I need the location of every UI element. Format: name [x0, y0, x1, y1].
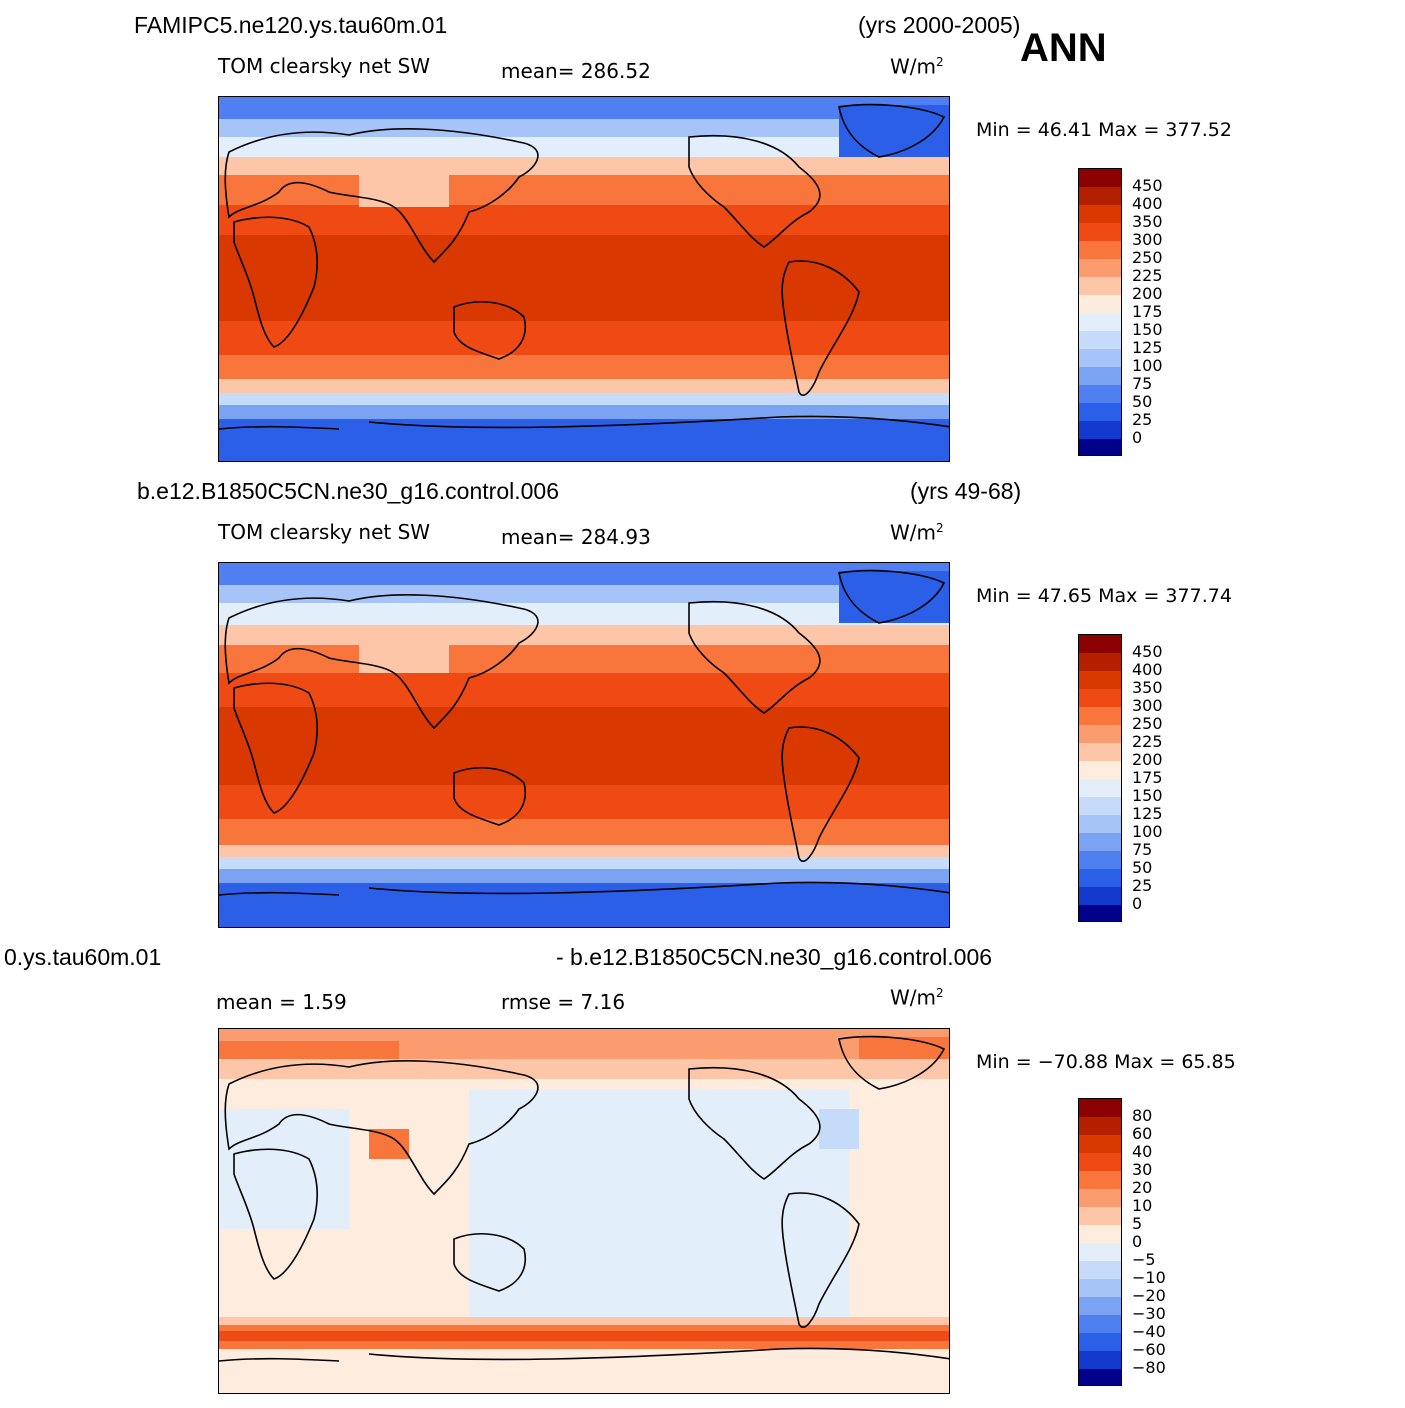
- panel2-colorbar-label: 125: [1132, 804, 1163, 823]
- panel1-units: W/m2: [890, 54, 944, 79]
- panel1-map: [218, 96, 950, 462]
- panel1-colorbar-label: 300: [1132, 230, 1163, 249]
- panel2-colorbar-label: 175: [1132, 768, 1163, 787]
- panel1-mean: mean= 286.52: [501, 59, 651, 83]
- panel3-colorbar-label: −20: [1132, 1286, 1166, 1305]
- panel2-mean: mean= 284.93: [501, 525, 651, 549]
- panel1-case-name: FAMIPC5.ne120.ys.tau60m.01: [134, 12, 448, 38]
- panel3-colorbar-label: 0: [1132, 1232, 1143, 1251]
- panel2-map: [218, 562, 950, 928]
- panel3-colorbar-label: 20: [1132, 1178, 1153, 1197]
- panel3-rmse: rmse = 7.16: [501, 990, 626, 1014]
- panel1-colorbar-label: 175: [1132, 302, 1163, 321]
- panel3-map: [218, 1028, 950, 1394]
- panel3-units: W/m2: [890, 985, 944, 1010]
- panel2-colorbar-label: 350: [1132, 678, 1163, 697]
- panel2-colorbar-label: 250: [1132, 714, 1163, 733]
- panel3-colorbar-label: 80: [1132, 1106, 1153, 1125]
- panel2-colorbar-label: 0: [1132, 894, 1143, 913]
- panel3-colorbar-label: 5: [1132, 1214, 1143, 1233]
- panel1-colorbar-label: 200: [1132, 284, 1163, 303]
- panel2-minmax: Min = 47.65 Max = 377.74: [976, 585, 1232, 607]
- panel3-mean: mean = 1.59: [216, 990, 347, 1014]
- season-label: ANN: [1020, 26, 1107, 70]
- panel2-variable: TOM clearsky net SW: [218, 520, 431, 544]
- panel3-field-bands: [219, 1029, 949, 1393]
- panel1-colorbar-label: 150: [1132, 320, 1163, 339]
- panel2-colorbar-label: 225: [1132, 732, 1163, 751]
- panel1-colorbar-label: 400: [1132, 194, 1163, 213]
- panel2-colorbar-label: 450: [1132, 642, 1163, 661]
- panel1-colorbar-label: 250: [1132, 248, 1163, 267]
- panel3-colorbar-label: 40: [1132, 1142, 1153, 1161]
- panel2-colorbar-label: 50: [1132, 858, 1153, 877]
- panel2-colorbar-label: 200: [1132, 750, 1163, 769]
- panel1-colorbar-label: 25: [1132, 410, 1153, 429]
- panel3-diff-label: - b.e12.B1850C5CN.ne30_g16.control.006: [556, 944, 993, 970]
- panel2-years: (yrs 49-68): [910, 478, 1022, 504]
- panel3-colorbar-label: −5: [1132, 1250, 1156, 1269]
- panel1-variable: TOM clearsky net SW: [218, 54, 431, 78]
- panel3-map-svg: [219, 1029, 949, 1393]
- panel3-colorbar: [1078, 1098, 1122, 1386]
- panel2-map-svg: [219, 563, 949, 927]
- panel2-colorbar-label: 75: [1132, 840, 1153, 859]
- panel1-colorbar-label: 225: [1132, 266, 1163, 285]
- panel3-colorbar-label: −80: [1132, 1358, 1166, 1377]
- panel2-coastlines: [219, 569, 949, 896]
- panel1-colorbar-label: 125: [1132, 338, 1163, 357]
- panel1-colorbar-label: 0: [1132, 428, 1143, 447]
- panel3-colorbar-label: 30: [1132, 1160, 1153, 1179]
- panel3-minmax: Min = −70.88 Max = 65.85: [976, 1051, 1236, 1073]
- panel3-colorbar-label: −60: [1132, 1340, 1166, 1359]
- panel1-colorbar: [1078, 168, 1122, 456]
- panel1-colorbar-label: 350: [1132, 212, 1163, 231]
- panel2-field-bands: [219, 563, 949, 927]
- panel2-case-name: b.e12.B1850C5CN.ne30_g16.control.006: [137, 478, 559, 504]
- panel2-colorbar-label: 300: [1132, 696, 1163, 715]
- panel1-years: (yrs 2000-2005): [858, 12, 1021, 38]
- panel2-colorbar-label: 100: [1132, 822, 1163, 841]
- panel1-colorbar-label: 100: [1132, 356, 1163, 375]
- panel2-units: W/m2: [890, 520, 944, 545]
- panel2-colorbar: [1078, 634, 1122, 922]
- panel3-colorbar-label: 10: [1132, 1196, 1153, 1215]
- panel3-colorbar-label: −10: [1132, 1268, 1166, 1287]
- panel1-colorbar-label: 75: [1132, 374, 1153, 393]
- panel1-colorbar-label: 450: [1132, 176, 1163, 195]
- panel3-colorbar-label: −40: [1132, 1322, 1166, 1341]
- panel2-colorbar-label: 25: [1132, 876, 1153, 895]
- panel1-field-bands: [219, 97, 949, 461]
- panel1-colorbar-label: 50: [1132, 392, 1153, 411]
- panel3-coastlines: [219, 1035, 949, 1362]
- panel1-coastlines: [219, 103, 949, 430]
- panel3-colorbar-label: 60: [1132, 1124, 1153, 1143]
- panel3-colorbar-label: −30: [1132, 1304, 1166, 1323]
- panel1-map-svg: [219, 97, 949, 461]
- panel2-colorbar-label: 150: [1132, 786, 1163, 805]
- panel1-minmax: Min = 46.41 Max = 377.52: [976, 119, 1232, 141]
- panel2-colorbar-label: 400: [1132, 660, 1163, 679]
- panel3-case-name: 0.ys.tau60m.01: [4, 944, 162, 970]
